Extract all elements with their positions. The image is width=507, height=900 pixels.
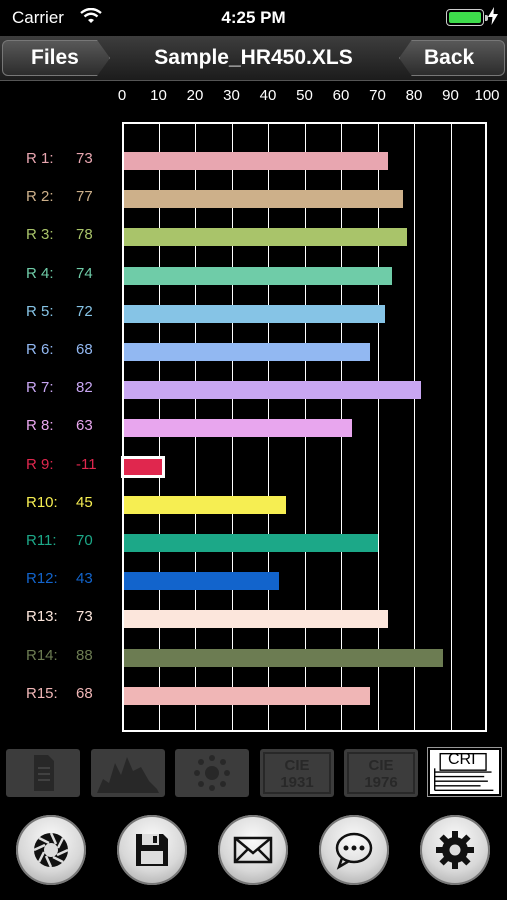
value-label: 72 bbox=[76, 302, 93, 320]
tool-document[interactable] bbox=[6, 749, 80, 797]
category-label: R11: bbox=[26, 532, 57, 549]
category-label: R15: bbox=[26, 684, 58, 702]
value-label: 68 bbox=[76, 341, 93, 358]
save-icon bbox=[136, 834, 168, 866]
navigation-bar: Files Sample_HR450.XLS Back bbox=[0, 36, 507, 81]
value-label: 43 bbox=[76, 570, 93, 588]
x-tick-label: 40 bbox=[259, 87, 277, 104]
cri-bar bbox=[124, 495, 287, 514]
value-label: 70 bbox=[76, 532, 93, 549]
value-label: 68 bbox=[76, 684, 93, 702]
value-label: 63 bbox=[76, 417, 93, 435]
category-label: R 5: bbox=[26, 302, 54, 320]
save-button[interactable] bbox=[117, 815, 187, 885]
category-label: R 3: bbox=[26, 226, 54, 244]
value-label: 88 bbox=[76, 646, 93, 664]
x-tick-label: 60 bbox=[332, 87, 350, 104]
cri-icon bbox=[434, 752, 494, 792]
x-tick-label: 10 bbox=[150, 87, 167, 104]
cri-bar bbox=[124, 343, 371, 361]
cri-bar bbox=[124, 534, 378, 552]
plot-area bbox=[121, 122, 487, 732]
cie1976-line2: 1976 bbox=[364, 774, 397, 791]
message-button[interactable] bbox=[319, 815, 389, 885]
value-label: 77 bbox=[76, 188, 93, 206]
cie1976-line1: CIE bbox=[368, 757, 393, 774]
cri-bar bbox=[121, 455, 165, 478]
x-tick-label: 50 bbox=[296, 87, 313, 104]
value-label: 78 bbox=[76, 226, 93, 244]
files-button[interactable]: Files bbox=[2, 40, 110, 76]
clock: 4:25 PM bbox=[221, 8, 286, 27]
category-label: R13: bbox=[26, 608, 58, 626]
x-tick-label: 80 bbox=[405, 87, 423, 104]
cri-bar bbox=[124, 648, 444, 667]
cri-bar bbox=[124, 419, 352, 438]
cri-bar bbox=[124, 572, 279, 591]
cie1931-line1: CIE bbox=[284, 757, 309, 774]
mail-icon bbox=[233, 836, 273, 864]
category-label: R 6: bbox=[26, 341, 54, 358]
page-title: Sample_HR450.XLS bbox=[154, 46, 353, 69]
cri-bar bbox=[124, 686, 371, 705]
tool-cie1976[interactable]: CIE 1976 bbox=[344, 749, 418, 797]
category-label: R12: bbox=[26, 570, 58, 588]
settings-button[interactable] bbox=[420, 815, 490, 885]
gridline bbox=[450, 124, 452, 730]
value-label: 73 bbox=[76, 608, 93, 626]
camera-shutter-icon bbox=[33, 832, 69, 868]
gridline bbox=[414, 124, 415, 730]
category-label: R 1: bbox=[26, 150, 54, 167]
category-label: R 7: bbox=[26, 379, 54, 397]
x-tick-label: 90 bbox=[442, 87, 459, 104]
value-label: -11 bbox=[76, 455, 97, 473]
cri-bar bbox=[124, 381, 422, 400]
x-tick-label: 30 bbox=[223, 87, 240, 104]
category-label: R10: bbox=[26, 493, 58, 511]
cie1976-icon: CIE 1976 bbox=[347, 752, 415, 794]
battery-icon bbox=[446, 9, 488, 26]
category-label: R 8: bbox=[26, 417, 54, 435]
charging-icon bbox=[488, 7, 498, 25]
cie1931-icon: CIE 1931 bbox=[263, 752, 331, 794]
tool-cie1931[interactable]: CIE 1931 bbox=[260, 749, 334, 797]
cie1931-line2: 1931 bbox=[280, 774, 313, 791]
x-tick-label: 0 bbox=[117, 87, 127, 104]
cri-label: CRI bbox=[448, 751, 476, 768]
tool-color-dots[interactable] bbox=[175, 749, 249, 797]
x-tick-label: 70 bbox=[369, 87, 386, 104]
email-button[interactable] bbox=[218, 815, 288, 885]
cri-bar bbox=[124, 152, 389, 170]
tool-cri[interactable]: CRI bbox=[428, 748, 501, 796]
x-tick-label: 20 bbox=[186, 87, 204, 104]
category-label: R 2: bbox=[26, 188, 54, 206]
camera-button[interactable] bbox=[16, 815, 86, 885]
cri-bar bbox=[124, 266, 393, 285]
x-tick-label: 100 bbox=[474, 87, 500, 104]
cri-bar bbox=[124, 610, 389, 629]
category-label: R 4: bbox=[26, 264, 54, 282]
back-button[interactable]: Back bbox=[399, 40, 505, 76]
document-icon bbox=[34, 755, 54, 791]
color-dots-icon bbox=[194, 755, 230, 791]
wifi-icon bbox=[80, 8, 102, 23]
tool-spectrum[interactable] bbox=[91, 749, 165, 797]
value-label: 82 bbox=[76, 379, 93, 397]
gridline bbox=[377, 124, 379, 730]
category-label: R 9: bbox=[26, 455, 54, 473]
cri-bar bbox=[124, 190, 404, 209]
message-icon bbox=[335, 832, 373, 870]
spectrum-icon bbox=[97, 757, 159, 793]
settings-gear-icon bbox=[436, 831, 474, 869]
category-label: R14: bbox=[26, 646, 58, 664]
carrier-label: Carrier bbox=[12, 8, 64, 27]
value-label: 45 bbox=[76, 493, 93, 511]
value-label: 74 bbox=[76, 264, 93, 282]
cri-bar bbox=[124, 228, 407, 247]
cri-bar bbox=[124, 304, 385, 323]
value-label: 73 bbox=[76, 150, 93, 167]
status-bar: Carrier 4:25 PM bbox=[0, 0, 507, 36]
